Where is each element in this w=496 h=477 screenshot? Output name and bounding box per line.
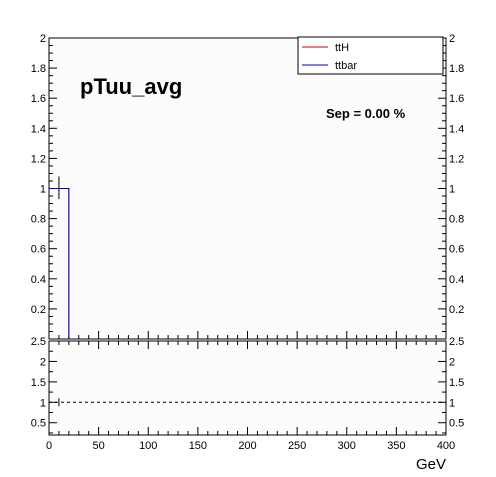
y-tick-label: 0.8: [31, 214, 46, 226]
ratio-y-tick-label-right: 1.5: [449, 377, 464, 389]
ratio-y-tick-label: 1: [40, 397, 46, 409]
ratio-y-tick-label: 2.5: [31, 336, 46, 348]
ratio-y-tick-label-right: 2: [449, 356, 455, 368]
separation-label: Sep = 0.00 %: [326, 106, 406, 121]
x-tick-label: 250: [288, 440, 306, 452]
ratio-y-tick-label-right: 1: [449, 397, 455, 409]
y-tick-label: 0.4: [31, 274, 46, 286]
x-axis-label: GeV: [416, 456, 446, 472]
legend: ttH ttbar: [297, 36, 444, 75]
y-tick-label-right: 0.8: [449, 214, 464, 226]
x-tick-label: 200: [238, 440, 256, 452]
ratio-pad-frame: [48, 340, 447, 436]
main-axis-ticks: 2 2 1.8 1.8 1.6 1.6 1.4 1.4 1.2 1.2 1 1 0.8 0.8 0.6 0.6…: [31, 33, 464, 340]
main-histograms: [49, 176, 70, 339]
ratio-y-tick-label-right: 2.5: [449, 336, 464, 348]
y-tick-label-right: 1: [449, 184, 455, 196]
y-tick-label: 1.6: [31, 93, 46, 105]
y-tick-label-right: 1.6: [449, 93, 464, 105]
y-tick-label: 1.2: [31, 153, 46, 165]
x-tick-label: 350: [387, 440, 405, 452]
ratio-y-tick-label: 1.5: [31, 377, 46, 389]
y-tick-label-right: 1.2: [449, 153, 464, 165]
y-tick-label: 0.2: [31, 304, 46, 316]
y-tick-label: 1: [40, 184, 46, 196]
y-tick-label: 0.6: [31, 244, 46, 256]
x-tick-label: 300: [338, 440, 356, 452]
legend-box: [297, 36, 444, 75]
ratio-y-tick-label-right: 0.5: [449, 418, 464, 430]
legend-label-ttbar: ttbar: [335, 60, 357, 72]
y-tick-label-right: 2: [449, 33, 455, 45]
y-tick-label-right: 1.8: [449, 63, 464, 75]
y-tick-label: 2: [40, 33, 46, 45]
ratio-points: [49, 398, 446, 407]
main-pad-frame: [48, 37, 447, 340]
y-tick-label: 1.4: [31, 123, 46, 135]
x-tick-label: 100: [139, 440, 157, 452]
y-tick-label-right: 1.4: [449, 123, 464, 135]
y-tick-label-right: 0.4: [449, 274, 464, 286]
x-tick-label: 150: [189, 440, 207, 452]
y-tick-label-right: 0.2: [449, 304, 464, 316]
x-tick-label: 50: [93, 440, 105, 452]
legend-label-tth: ttH: [335, 42, 349, 54]
chart-title: pTuu_avg: [80, 74, 182, 99]
ratio-axis-ticks: 2.5 2.52 21.5 1.51 10.5 0.50 50 100 150 200 250 300…: [31, 336, 465, 452]
ratio-y-tick-label: 0.5: [31, 418, 46, 430]
x-tick-label: 0: [46, 440, 52, 452]
y-tick-label-right: 0.6: [449, 244, 464, 256]
ratio-y-tick-label: 2: [40, 356, 46, 368]
y-tick-label: 1.8: [31, 63, 46, 75]
x-tick-label: 400: [437, 440, 455, 452]
histogram-ttbar: [49, 188, 70, 339]
